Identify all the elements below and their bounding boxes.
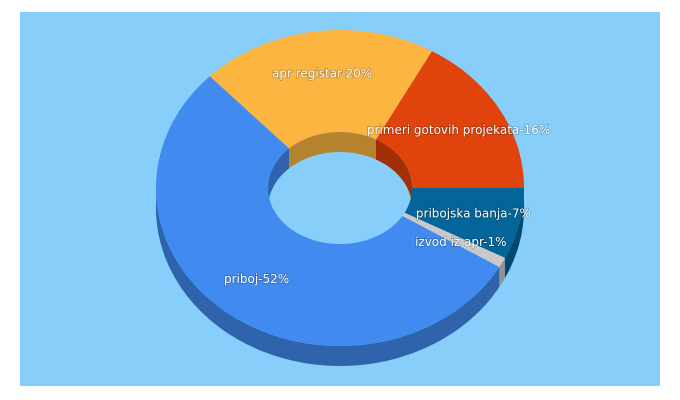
slice-label: apr registar-20% [272,66,372,80]
slice [376,51,524,189]
slice-inner-side [289,132,376,169]
slice-inner-side [268,148,290,208]
slice-label: pribojska banja-7% [416,207,531,221]
slice-outer-side [505,188,524,278]
slice-outer-side [499,257,505,287]
slice-label: priboj-52% [224,272,289,286]
inner-walls [268,132,412,208]
slice [156,76,500,347]
slice-inner-side [376,139,412,208]
outer-walls [156,188,524,366]
slice-label: izvod iz apr-1% [415,235,506,249]
slice [404,188,524,258]
slice-tops [156,30,524,347]
slice [209,30,432,149]
slice-label: primeri gotovih projekata-16% [367,123,550,137]
slice [402,212,505,267]
